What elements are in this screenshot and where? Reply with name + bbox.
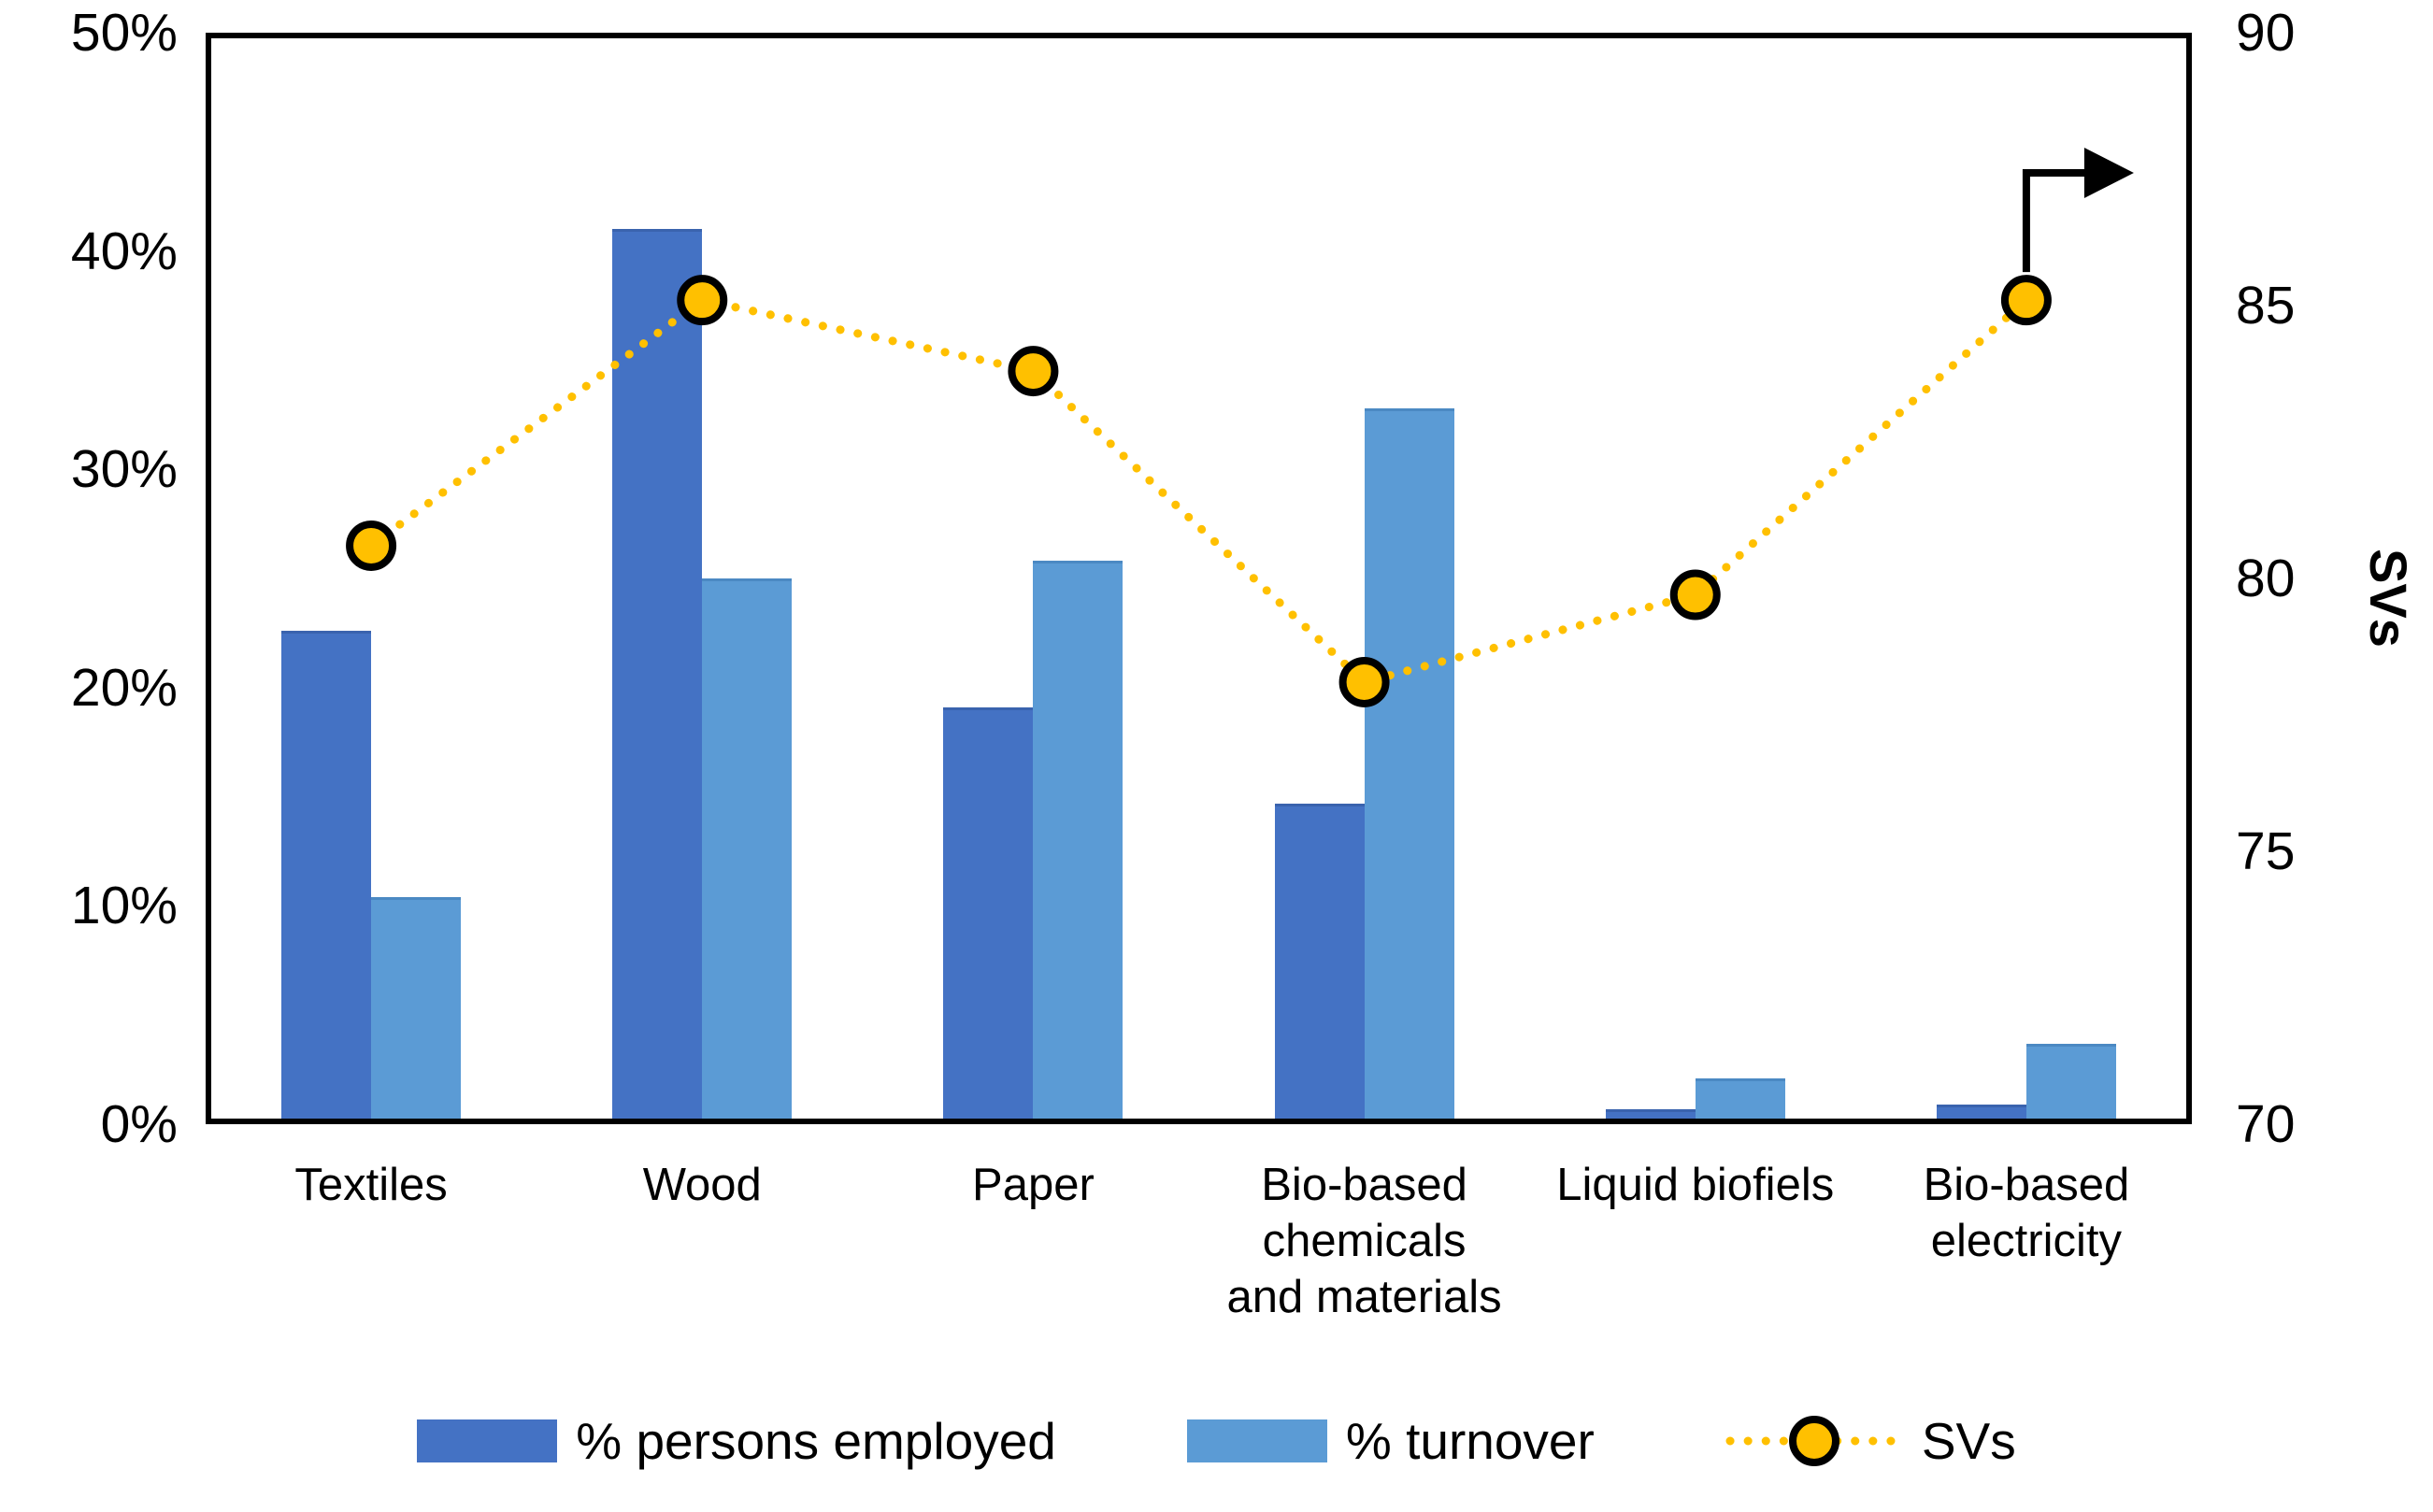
right-axis-tick-label: 75 <box>2236 821 2296 881</box>
legend-item-1: % persons employed <box>417 1411 1056 1471</box>
right-axis-title: SVs <box>2359 549 2418 648</box>
right-axis-tick-label: 85 <box>2236 276 2296 335</box>
bar-turnover-1 <box>371 897 462 1119</box>
bar-turnover-6 <box>2025 1043 2116 1119</box>
category-label-5: Liquid biofiels <box>1556 1160 1835 1210</box>
left-axis-tick-label: 10% <box>70 876 178 936</box>
bar-turnover-3 <box>1033 561 1123 1119</box>
legend-swatch-icon <box>417 1419 558 1462</box>
legend-line-marker-icon <box>1725 1416 1903 1466</box>
bar-persons-employed-5 <box>1605 1108 1696 1119</box>
left-axis-tick-label: 50% <box>70 3 178 63</box>
category-label-3: Paper <box>972 1160 1095 1210</box>
legend-item-2: % turnover <box>1186 1411 1595 1471</box>
bar-persons-employed-2 <box>612 229 703 1119</box>
bar-turnover-5 <box>1695 1077 1785 1119</box>
left-axis-tick-label: 40% <box>70 221 178 281</box>
plot-area <box>206 33 2192 1124</box>
right-axis-tick-label: 90 <box>2236 3 2296 63</box>
bar-persons-employed-1 <box>281 631 372 1119</box>
legend-label: SVs <box>1921 1412 2016 1470</box>
category-label-2: Wood <box>642 1160 762 1210</box>
left-axis-tick-label: 20% <box>70 657 178 718</box>
legend-label: % turnover <box>1345 1412 1595 1470</box>
bar-turnover-4 <box>1364 407 1454 1119</box>
category-label-1: Textiles <box>294 1160 448 1210</box>
legend-swatch-icon <box>1186 1419 1327 1462</box>
legend-label: % persons employed <box>576 1412 1056 1470</box>
left-axis-tick-label: 0% <box>100 1094 178 1154</box>
legend: % persons employed % turnover SVs <box>0 1394 2433 1488</box>
left-axis-tick-label: 30% <box>70 439 178 500</box>
bar-persons-employed-4 <box>1274 803 1365 1119</box>
legend-item-3: SVs <box>1725 1408 2016 1474</box>
bar-persons-employed-3 <box>943 706 1034 1119</box>
bar-persons-employed-6 <box>1936 1104 2026 1119</box>
category-label-4: Bio-based chemicals and materials <box>1226 1160 1502 1322</box>
right-axis-tick-label: 80 <box>2236 549 2296 608</box>
bar-turnover-2 <box>702 578 793 1119</box>
category-label-6: Bio-based electricity <box>1923 1160 2130 1266</box>
right-axis-tick-label: 70 <box>2236 1094 2296 1154</box>
